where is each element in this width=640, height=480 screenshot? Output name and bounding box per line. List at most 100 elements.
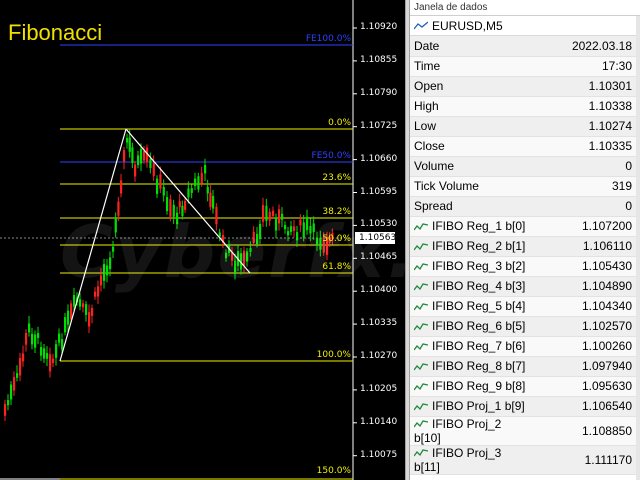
candle-body: [204, 165, 207, 174]
indicator-value: 1.105430: [530, 256, 636, 277]
indicator-icon: [414, 243, 428, 251]
chart-title: Fibonacci: [8, 20, 103, 45]
candle-body: [249, 247, 252, 252]
indicator-row: IFIBO Reg_5 b[4] 1.104340: [410, 296, 636, 317]
candle-body: [331, 232, 334, 240]
indicator-row: IFIBO Proj_2 b[10] 1.108850: [410, 416, 636, 446]
candle-body: [34, 334, 37, 348]
candle-body: [187, 188, 190, 198]
candle-body: [178, 201, 181, 208]
indicator-icon: [414, 323, 428, 331]
candle-body: [162, 187, 165, 196]
price-axis-label: 1.10205: [360, 383, 398, 394]
row-value: 0: [530, 156, 636, 177]
candle-body: [326, 237, 329, 255]
indicator-label: IFIBO Proj_1 b[9]: [410, 396, 530, 417]
indicator-value: 1.104340: [530, 296, 636, 317]
scrollbar[interactable]: [636, 16, 640, 480]
candle-body: [16, 373, 19, 378]
row-value: 2022.03.18: [530, 36, 636, 57]
candle-body: [143, 150, 146, 161]
candle-body: [114, 217, 117, 233]
indicator-icon: [414, 403, 428, 411]
indicator-row: IFIBO Reg_6 b[5] 1.102570: [410, 316, 636, 337]
candle-body: [100, 275, 103, 286]
data-row: Close 1.10335: [410, 136, 636, 157]
row-value: 319: [530, 176, 636, 197]
data-table: Date 2022.03.18 Time 17:30 Open 1.10301 High 1.…: [410, 36, 636, 475]
row-value: 1.10338: [530, 96, 636, 117]
candle-body: [209, 192, 212, 208]
chart-line-icon: [414, 21, 428, 29]
candle-body: [259, 223, 262, 240]
indicator-label: IFIBO Reg_4 b[3]: [410, 276, 530, 297]
candle-body: [31, 333, 34, 345]
watermark-text: Cyberfx.ir: [60, 210, 405, 294]
candle-body: [234, 260, 237, 275]
price-axis-label: 1.10270: [360, 351, 398, 361]
candle-body: [137, 155, 140, 166]
indicator-name: IFIBO Reg_8 b[7]: [432, 359, 526, 373]
candle-body: [206, 187, 209, 194]
candle-body: [246, 251, 249, 262]
candle-body: [281, 213, 284, 220]
indicator-icon: [414, 449, 428, 457]
data-row: Low 1.10274: [410, 116, 636, 137]
indicator-value: 1.106540: [530, 396, 636, 417]
chart-canvas: [0, 0, 357, 480]
indicator-name: IFIBO Reg_4 b[3]: [432, 279, 526, 293]
indicator-value: 1.106110: [530, 236, 636, 257]
indicator-value: 1.100260: [530, 336, 636, 357]
candle-body: [52, 358, 55, 363]
price-axis-label: 1.10855: [360, 54, 398, 65]
candle-body: [19, 358, 22, 376]
row-value: 1.10274: [530, 116, 636, 137]
candle-body: [184, 201, 187, 210]
price-axis-label: 1.10400: [360, 285, 398, 296]
indicator-name: IFIBO Proj_2 b[10]: [414, 416, 502, 445]
candle-body: [126, 137, 129, 143]
indicator-label: IFIBO Reg_9 b[8]: [410, 376, 530, 397]
price-chart[interactable]: Cyberfx.ir Fibonacci 1.10920 1.10855 1.107…: [0, 0, 405, 480]
price-axis-label: 1.10920: [360, 22, 398, 32]
panel-splitter[interactable]: [405, 0, 410, 480]
indicator-label: IFIBO Reg_1 b[0]: [410, 216, 530, 237]
data-row: High 1.10338: [410, 96, 636, 117]
row-label: Tick Volume: [410, 176, 530, 197]
candle-body: [64, 317, 67, 333]
indicator-value: 1.108850: [530, 416, 636, 446]
candle-body: [49, 354, 52, 372]
indicator-value: 1.111170: [530, 445, 636, 475]
indicator-icon: [414, 383, 428, 391]
fib-level-label: 100.0%: [316, 350, 351, 360]
candle-body: [146, 147, 149, 162]
candle-body: [120, 180, 123, 194]
indicator-icon: [414, 420, 428, 428]
candle-body: [88, 312, 91, 327]
candle-body: [290, 226, 293, 232]
candle-body: [140, 149, 143, 164]
candle-body: [200, 172, 203, 184]
fib-level-label: 23.6%: [322, 173, 351, 183]
candle-body: [85, 304, 88, 315]
candle-body: [58, 333, 61, 343]
candle-body: [222, 234, 225, 243]
indicator-label: IFIBO Reg_5 b[4]: [410, 296, 530, 317]
data-row: Spread 0: [410, 196, 636, 217]
candle-body: [265, 205, 268, 221]
price-axis-label: 1.10660: [360, 153, 398, 164]
candle-body: [218, 232, 221, 237]
symbol-label: EURUSD,M5: [432, 18, 503, 33]
indicator-name: IFIBO Proj_3 b[11]: [414, 445, 502, 474]
price-axis-label: 1.10595: [360, 186, 398, 197]
fib-trendline-up: [59, 128, 127, 362]
candle-body: [194, 178, 197, 187]
row-value: 1.10335: [530, 136, 636, 157]
candle-body: [302, 222, 305, 238]
row-value: 1.10301: [530, 76, 636, 97]
price-axis-label: 1.10725: [360, 120, 398, 131]
candle-body: [169, 199, 172, 217]
candle-body: [296, 232, 299, 241]
candle-body: [272, 210, 275, 216]
data-row: Time 17:30: [410, 56, 636, 77]
